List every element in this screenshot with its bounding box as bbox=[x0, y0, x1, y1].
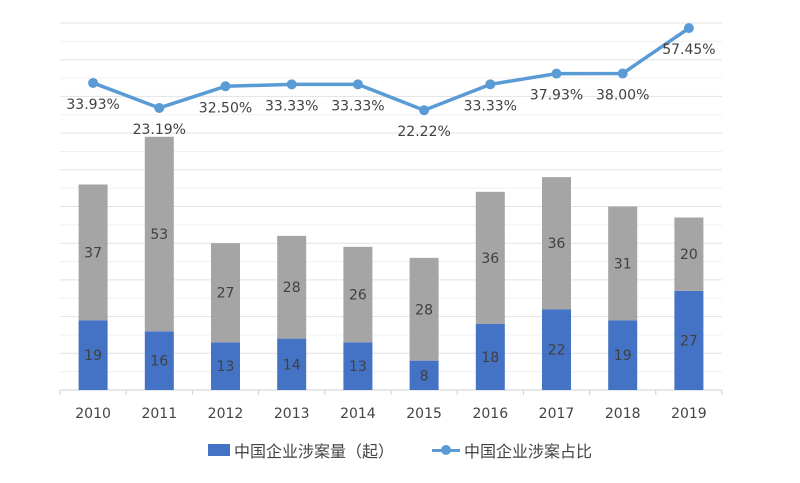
x-tick-label: 2011 bbox=[141, 406, 177, 422]
bar-other bbox=[277, 235, 307, 339]
bar-data-label: 8 bbox=[420, 368, 429, 384]
bar-data-label: 16 bbox=[150, 354, 168, 370]
bar-cases bbox=[475, 323, 505, 390]
bar-cases bbox=[674, 290, 704, 390]
bar-other bbox=[542, 177, 571, 310]
x-tick-label: 2013 bbox=[274, 406, 310, 422]
legend-swatch-line bbox=[432, 444, 460, 456]
x-tick-label: 2010 bbox=[75, 406, 111, 422]
bar-other bbox=[211, 243, 240, 343]
ratio-line bbox=[92, 26, 690, 112]
ratio-data-label: 33.33% bbox=[464, 98, 517, 114]
bar-data-label: 20 bbox=[680, 247, 698, 263]
legend-item-ratio: 中国企业涉案占比 bbox=[432, 438, 592, 462]
x-tick-label: 2016 bbox=[472, 406, 508, 422]
bar-data-label: 14 bbox=[283, 357, 301, 373]
ratio-data-label: 33.93% bbox=[66, 97, 119, 113]
bar-data-label: 37 bbox=[84, 245, 102, 261]
ratio-point bbox=[551, 68, 562, 79]
legend-item-cases: 中国企业涉案量（起） bbox=[207, 438, 394, 462]
ratio-point bbox=[683, 23, 694, 34]
ratio-data-label: 32.50% bbox=[199, 100, 252, 116]
ratio-data-label: 38.00% bbox=[596, 87, 649, 103]
ratio-point bbox=[352, 79, 363, 90]
bar-other bbox=[78, 184, 108, 321]
bar-data-label: 36 bbox=[481, 251, 499, 267]
ratio-data-label: 22.22% bbox=[397, 124, 450, 140]
bar-data-label: 53 bbox=[150, 227, 168, 243]
bar-cases bbox=[343, 342, 373, 390]
bar-data-label: 28 bbox=[415, 302, 433, 318]
bar-cases bbox=[78, 320, 108, 390]
bar-data-label: 22 bbox=[548, 343, 566, 359]
ratio-point bbox=[88, 77, 99, 88]
bar-data-label: 36 bbox=[548, 236, 566, 252]
ratio-data-label: 23.19% bbox=[133, 122, 186, 138]
x-tick-label: 2012 bbox=[208, 406, 244, 422]
ratio-point bbox=[419, 105, 430, 116]
ratio-data-label: 57.45% bbox=[662, 42, 715, 58]
bar-data-label: 28 bbox=[283, 280, 301, 296]
bar-other bbox=[144, 136, 174, 332]
bar-cases bbox=[542, 309, 571, 390]
legend-label: 中国企业涉案量（起） bbox=[233, 442, 394, 461]
bar-other bbox=[608, 206, 638, 321]
bar-data-label: 13 bbox=[349, 359, 367, 375]
bar-cases bbox=[211, 342, 240, 390]
bar-other bbox=[343, 246, 373, 343]
ratio-data-label: 33.33% bbox=[265, 98, 318, 114]
ratio-point bbox=[154, 102, 165, 113]
x-tick-label: 2015 bbox=[406, 406, 442, 422]
ratio-point bbox=[286, 79, 297, 90]
ratio-data-label: 33.33% bbox=[331, 98, 384, 114]
bar-cases bbox=[277, 338, 307, 390]
bar-data-label: 13 bbox=[217, 359, 235, 375]
bar-other bbox=[674, 217, 704, 291]
x-tick-label: 2017 bbox=[539, 406, 575, 422]
ratio-point bbox=[485, 79, 496, 90]
legend-label: 中国企业涉案占比 bbox=[464, 442, 593, 461]
bar-cases bbox=[608, 320, 638, 390]
bar-data-label: 19 bbox=[84, 348, 102, 364]
ratio-point bbox=[617, 68, 628, 79]
legend-swatch-bar bbox=[207, 444, 230, 456]
bar-data-label: 31 bbox=[614, 256, 632, 272]
legend: 中国企业涉案量（起） 中国企业涉案占比 bbox=[0, 438, 800, 462]
bar-data-label: 27 bbox=[217, 286, 235, 302]
bar-cases bbox=[409, 360, 439, 390]
bar-data-label: 26 bbox=[349, 288, 367, 304]
x-tick-label: 2018 bbox=[605, 406, 641, 422]
bar-cases bbox=[144, 331, 174, 390]
bar-data-label: 27 bbox=[680, 333, 698, 349]
bar-data-label: 19 bbox=[614, 348, 632, 364]
ratio-point bbox=[220, 81, 231, 92]
bar-other bbox=[409, 257, 439, 361]
bar-data-label: 18 bbox=[481, 350, 499, 366]
ratio-data-label: 37.93% bbox=[530, 88, 583, 104]
bar-other bbox=[475, 191, 505, 324]
x-tick-label: 2019 bbox=[671, 406, 707, 422]
x-tick-label: 2014 bbox=[340, 406, 376, 422]
